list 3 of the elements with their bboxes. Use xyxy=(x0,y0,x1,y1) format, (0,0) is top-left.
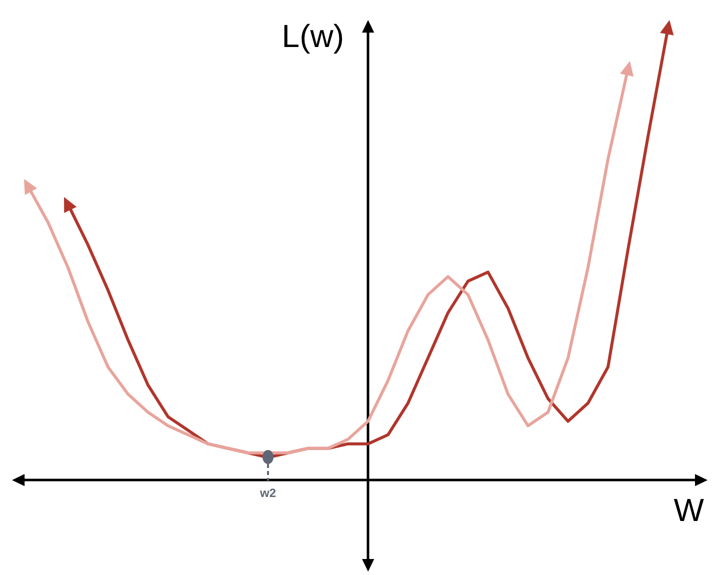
x-axis-title: W xyxy=(674,492,705,528)
y-axis-title: L(w) xyxy=(282,18,344,54)
text: w2 xyxy=(260,486,276,500)
